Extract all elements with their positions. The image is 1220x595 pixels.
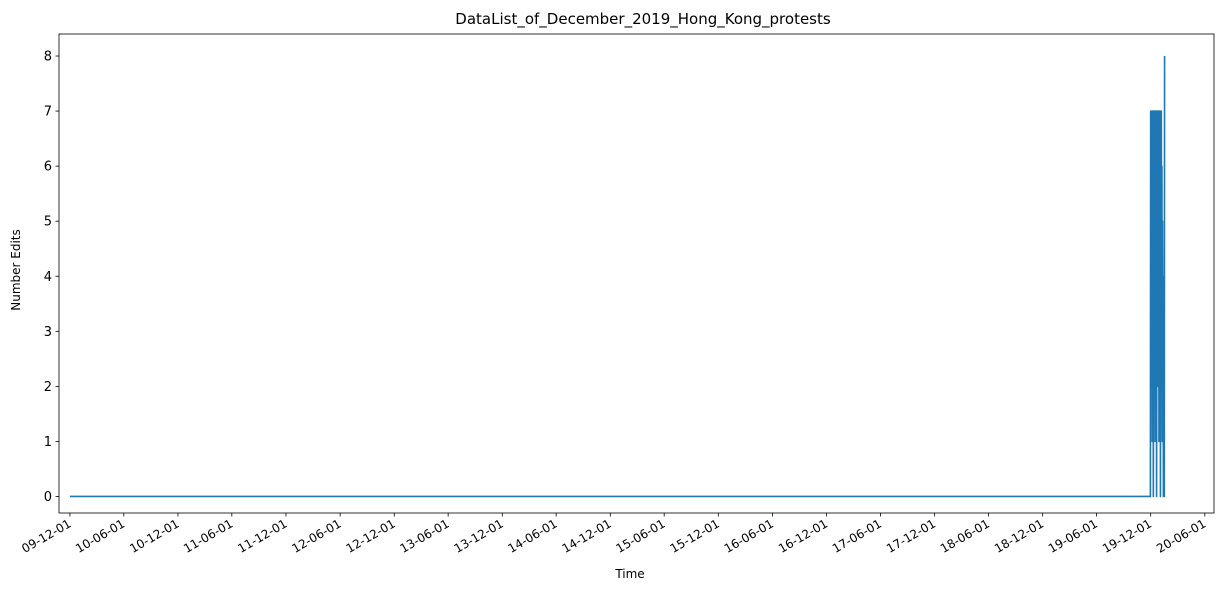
y-tick-label: 5 <box>44 215 52 230</box>
y-tick-label: 2 <box>44 380 52 395</box>
y-tick-label: 1 <box>44 435 52 450</box>
y-tick-label: 8 <box>44 50 52 65</box>
y-tick-label: 7 <box>44 105 52 120</box>
y-tick-label: 6 <box>44 160 52 175</box>
y-tick-label: 3 <box>44 325 52 340</box>
chart-title: DataList_of_December_2019_Hong_Kong_prot… <box>455 10 831 29</box>
series-line <box>69 56 1166 498</box>
plot-frame <box>58 33 1215 514</box>
y-tick-label: 0 <box>44 490 52 505</box>
series-layer <box>69 56 1166 498</box>
y-ticks: 0 1 2 3 4 5 6 7 8 <box>44 50 59 505</box>
y-axis-label: Number Edits <box>9 229 23 311</box>
x-axis-label: Time <box>614 567 644 581</box>
y-tick-label: 4 <box>44 270 52 285</box>
